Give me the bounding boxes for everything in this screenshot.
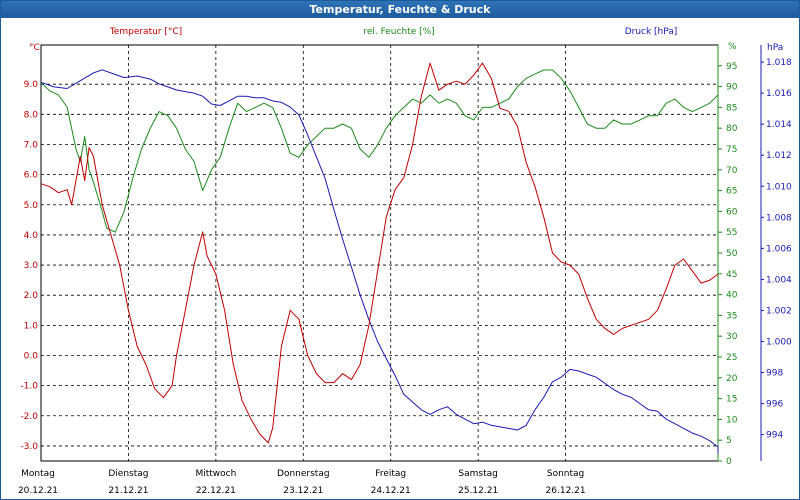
temperature-tick: 9.0 (24, 80, 39, 90)
pressure-tick: 1.004 (766, 275, 792, 285)
pressure-tick: 994 (766, 431, 783, 441)
date-label: 24.12.21 (371, 486, 411, 496)
temperature-tick: 4.0 (24, 231, 39, 241)
temperature-tick: -3.0 (20, 442, 38, 452)
pressure-tick: 1.018 (766, 58, 792, 68)
humidity-tick: 0 (726, 457, 732, 467)
pressure-tick: 1.014 (766, 120, 792, 130)
unit-humidity: % (728, 42, 737, 52)
day-label: Montag (21, 469, 55, 479)
temperature-tick: -1.0 (20, 382, 38, 392)
day-label: Samstag (458, 469, 497, 479)
day-label: Sonntag (547, 469, 584, 479)
legend-humidity: rel. Feuchte [%] (363, 27, 434, 37)
date-label: 25.12.21 (458, 486, 498, 496)
temperature-tick: 5.0 (24, 201, 39, 211)
humidity-tick: 20 (726, 374, 738, 384)
unit-temperature: °C (29, 43, 40, 53)
grid (41, 45, 718, 461)
legend: Temperatur [°C] rel. Feuchte [%] Druck [… (29, 27, 783, 53)
tick-labels: 9.0 8.0 7.0 6.0 5.0 4.0 3.0 2.0 1.0 0.0 -1.0 -2.0 -3… (18, 58, 792, 496)
humidity-tick: 60 (726, 207, 738, 217)
series-group (40, 62, 719, 454)
humidity-tick: 40 (726, 291, 738, 301)
unit-pressure: hPa (767, 43, 783, 53)
humidity-tick: 65 (726, 187, 737, 197)
pressure-tick: 1.008 (766, 213, 792, 223)
temperature-tick: 1.0 (24, 321, 39, 331)
humidity-tick: 30 (726, 332, 738, 342)
temperature-line (40, 62, 719, 444)
humidity-tick: 25 (726, 353, 737, 363)
temperature-tick: 6.0 (24, 171, 39, 181)
window-title: Temperatur, Feuchte & Druck (1, 1, 799, 18)
humidity-tick: 90 (726, 83, 738, 93)
day-label: Freitag (375, 469, 406, 479)
humidity-tick: 75 (726, 145, 737, 155)
temperature-tick: 8.0 (24, 110, 39, 120)
humidity-tick: 85 (726, 103, 737, 113)
temperature-tick: 0.0 (24, 351, 39, 361)
axes (40, 44, 764, 462)
temperature-tick: 7.0 (24, 140, 39, 150)
pressure-tick: 1.010 (766, 182, 792, 192)
temperature-tick: 3.0 (24, 261, 39, 271)
date-label: 20.12.21 (18, 486, 58, 496)
humidity-tick: 10 (726, 415, 738, 425)
humidity-tick: 35 (726, 311, 737, 321)
humidity-tick: 45 (726, 270, 737, 280)
temperature-tick: 2.0 (24, 291, 39, 301)
pressure-line (40, 69, 719, 454)
plot-frame (40, 44, 719, 462)
day-label: Dienstag (108, 469, 148, 479)
humidity-tick: 50 (726, 249, 738, 259)
pressure-tick: 1.016 (766, 89, 792, 99)
date-label: 26.12.21 (546, 486, 586, 496)
humidity-line (40, 69, 719, 233)
pressure-tick: 1.000 (766, 337, 792, 347)
date-label: 22.12.21 (196, 486, 236, 496)
day-label: Mittwoch (195, 469, 236, 479)
pressure-tick: 1.006 (766, 244, 792, 254)
pressure-tick: 998 (766, 369, 783, 379)
date-label: 23.12.21 (283, 486, 323, 496)
day-label: Donnerstag (277, 469, 330, 479)
humidity-tick: 5 (726, 436, 732, 446)
temperature-tick: -2.0 (20, 412, 38, 422)
humidity-tick: 70 (726, 166, 738, 176)
humidity-tick: 80 (726, 124, 738, 134)
pressure-tick: 1.012 (766, 151, 792, 161)
humidity-tick: 55 (726, 228, 737, 238)
humidity-tick: 95 (726, 62, 737, 72)
date-label: 21.12.21 (108, 486, 148, 496)
humidity-tick: 15 (726, 395, 737, 405)
legend-pressure: Druck [hPa] (625, 27, 678, 37)
legend-temperature: Temperatur [°C] (109, 27, 182, 37)
pressure-tick: 996 (766, 400, 783, 410)
pressure-tick: 1.002 (766, 306, 792, 316)
